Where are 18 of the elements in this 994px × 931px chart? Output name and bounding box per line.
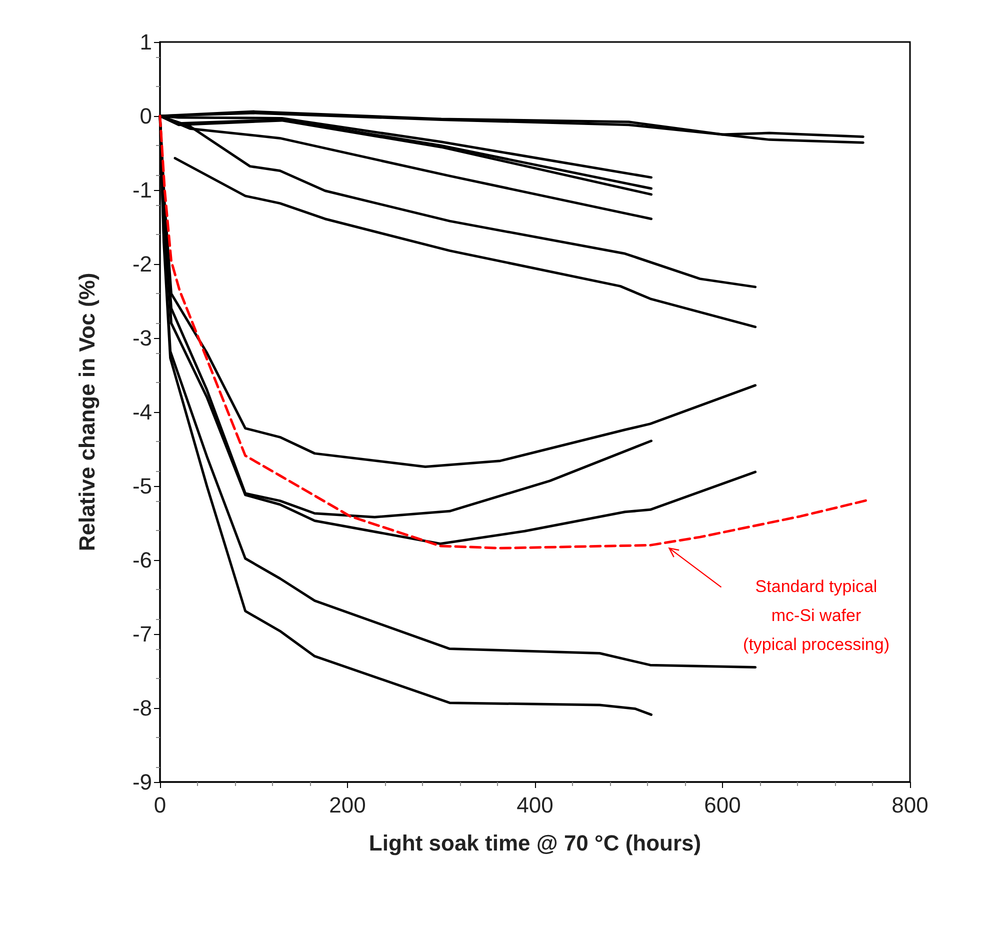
x-tick-label: 800 (892, 792, 928, 818)
y-tick-label: -3 (132, 326, 152, 350)
x-tick-label: 600 (704, 792, 741, 818)
y-tick-label: -2 (132, 252, 152, 276)
x-tick-label: 200 (329, 792, 366, 818)
y-tick-label: -6 (132, 548, 152, 572)
x-axis-title: Light soak time @ 70 °C (hours) (368, 830, 702, 856)
y-tick-label: -1 (132, 178, 152, 202)
y-tick-label: 1 (140, 30, 152, 54)
annotation: Standard typical mc-Si wafer (typical processing) (743, 577, 890, 654)
y-axis-title: Relative change in Voc (%) (74, 272, 100, 552)
y-tick-label: -8 (132, 696, 152, 720)
y-tick-label: -7 (132, 622, 152, 646)
y-tick-label: 0 (140, 104, 152, 128)
y-tick-label: -5 (132, 474, 152, 498)
x-tick-label: 400 (516, 792, 554, 818)
y-tick-label: -4 (132, 400, 152, 424)
y-tick-label: -9 (132, 770, 152, 794)
